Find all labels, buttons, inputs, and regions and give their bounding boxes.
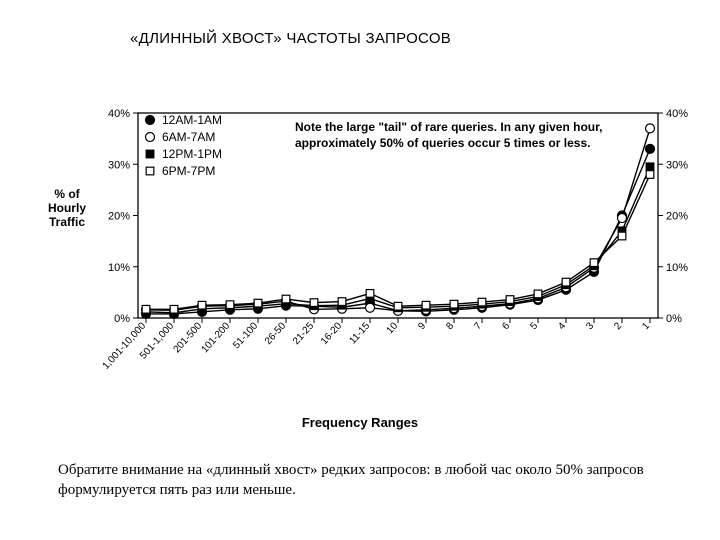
- xtick-label: 11-15: [347, 320, 372, 346]
- xtick-label: 9: [416, 320, 428, 332]
- series-line: [146, 175, 650, 310]
- ytick-label: 20%: [108, 211, 130, 223]
- x-axis-label: Frequency Ranges: [0, 415, 720, 430]
- ytick-label: 20%: [666, 211, 688, 223]
- ytick-label: 40%: [666, 108, 688, 120]
- ytick-label: 10%: [108, 262, 130, 274]
- chart-annotation: Note the large "tail" of rare queries. I…: [295, 120, 605, 151]
- xtick-label: 4: [556, 320, 568, 332]
- xtick-label: 1,001-10,000: [101, 320, 149, 371]
- legend-item-label: 12PM-1PM: [162, 147, 222, 161]
- xtick-label: 1: [640, 320, 652, 332]
- xtick-label: 51-100: [231, 320, 260, 351]
- ytick-label: 40%: [108, 108, 130, 120]
- caption-text: Обратите внимание на «длинный хвост» ред…: [58, 460, 662, 501]
- xtick-label: 201-500: [171, 320, 204, 355]
- xtick-label: 101-200: [199, 320, 232, 355]
- ytick-label: 0%: [114, 313, 130, 325]
- ytick-label: 30%: [108, 159, 130, 171]
- xtick-label: 26-50: [263, 320, 289, 347]
- legend-item-label: 6PM-7PM: [162, 164, 215, 178]
- xtick-label: 5: [528, 320, 540, 332]
- series-line: [146, 149, 650, 314]
- chart-svg: 0% 0% 10% 10% 20% 20% 30% 30% 40% 40% 1,001-10,000…: [40, 105, 690, 440]
- ytick-label: 10%: [666, 262, 688, 274]
- xtick-label: 8: [444, 320, 456, 332]
- xtick-label: 3: [584, 320, 596, 332]
- xtick-label: 21-25: [291, 320, 317, 347]
- xtick-label: 2: [612, 320, 624, 332]
- series-line: [146, 167, 650, 313]
- ytick-label: 0%: [666, 313, 682, 325]
- legend-item-label: 6AM-7AM: [162, 130, 215, 144]
- legend-item-label: 12AM-1AM: [162, 113, 222, 127]
- xtick-label: 6: [500, 320, 512, 332]
- chart-area: 0% 0% 10% 10% 20% 20% 30% 30% 40% 40% 1,001-10,000…: [40, 105, 690, 440]
- xtick-label: 7: [472, 320, 484, 332]
- ytick-label: 30%: [666, 159, 688, 171]
- xtick-label: 16-20: [319, 320, 345, 347]
- chart-title: «ДЛИННЫЙ ХВОСТ» ЧАСТОТЫ ЗАПРОСОВ: [130, 30, 451, 47]
